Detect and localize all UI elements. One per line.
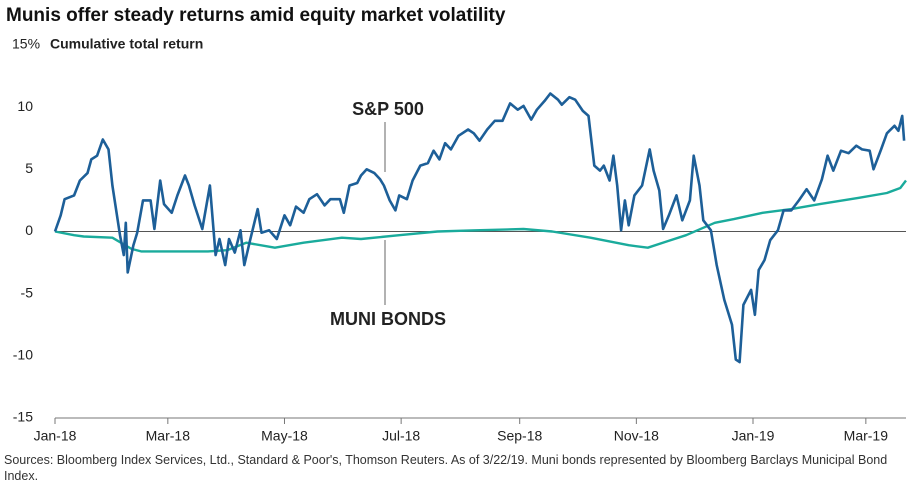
x-tick-label: Jul-18 [382,428,420,444]
y-tick-label: -10 [13,347,33,363]
y-tick-label: 15% [12,36,40,52]
x-tick-label: Jan-19 [732,428,775,444]
y-tick-label: 10 [17,98,33,114]
y-tick-label: 5 [25,160,33,176]
series-line [54,179,907,253]
x-tick-label: Nov-18 [614,428,659,444]
legend-label: S&P 500 [352,99,424,119]
y-tick-label: 0 [25,222,33,238]
x-tick-label: Mar-18 [146,428,191,444]
legend-label: MUNI BONDS [330,309,446,329]
y-tick-label: -5 [21,284,34,300]
x-tick-label: May-18 [261,428,308,444]
source-note: Sources: Bloomberg Index Services, Ltd.,… [4,453,888,483]
source-box: Sources: Bloomberg Index Services, Ltd.,… [4,453,888,483]
y-tick-label: -15 [13,409,33,425]
x-tick-label: Mar-19 [844,428,889,444]
x-tick-label: Sep-18 [497,428,542,444]
x-tick-label: Jan-18 [34,428,77,444]
series-line [53,92,906,364]
y-axis-title: Cumulative total return [50,36,203,52]
chart-title: Munis offer steady returns amid equity m… [6,5,506,26]
